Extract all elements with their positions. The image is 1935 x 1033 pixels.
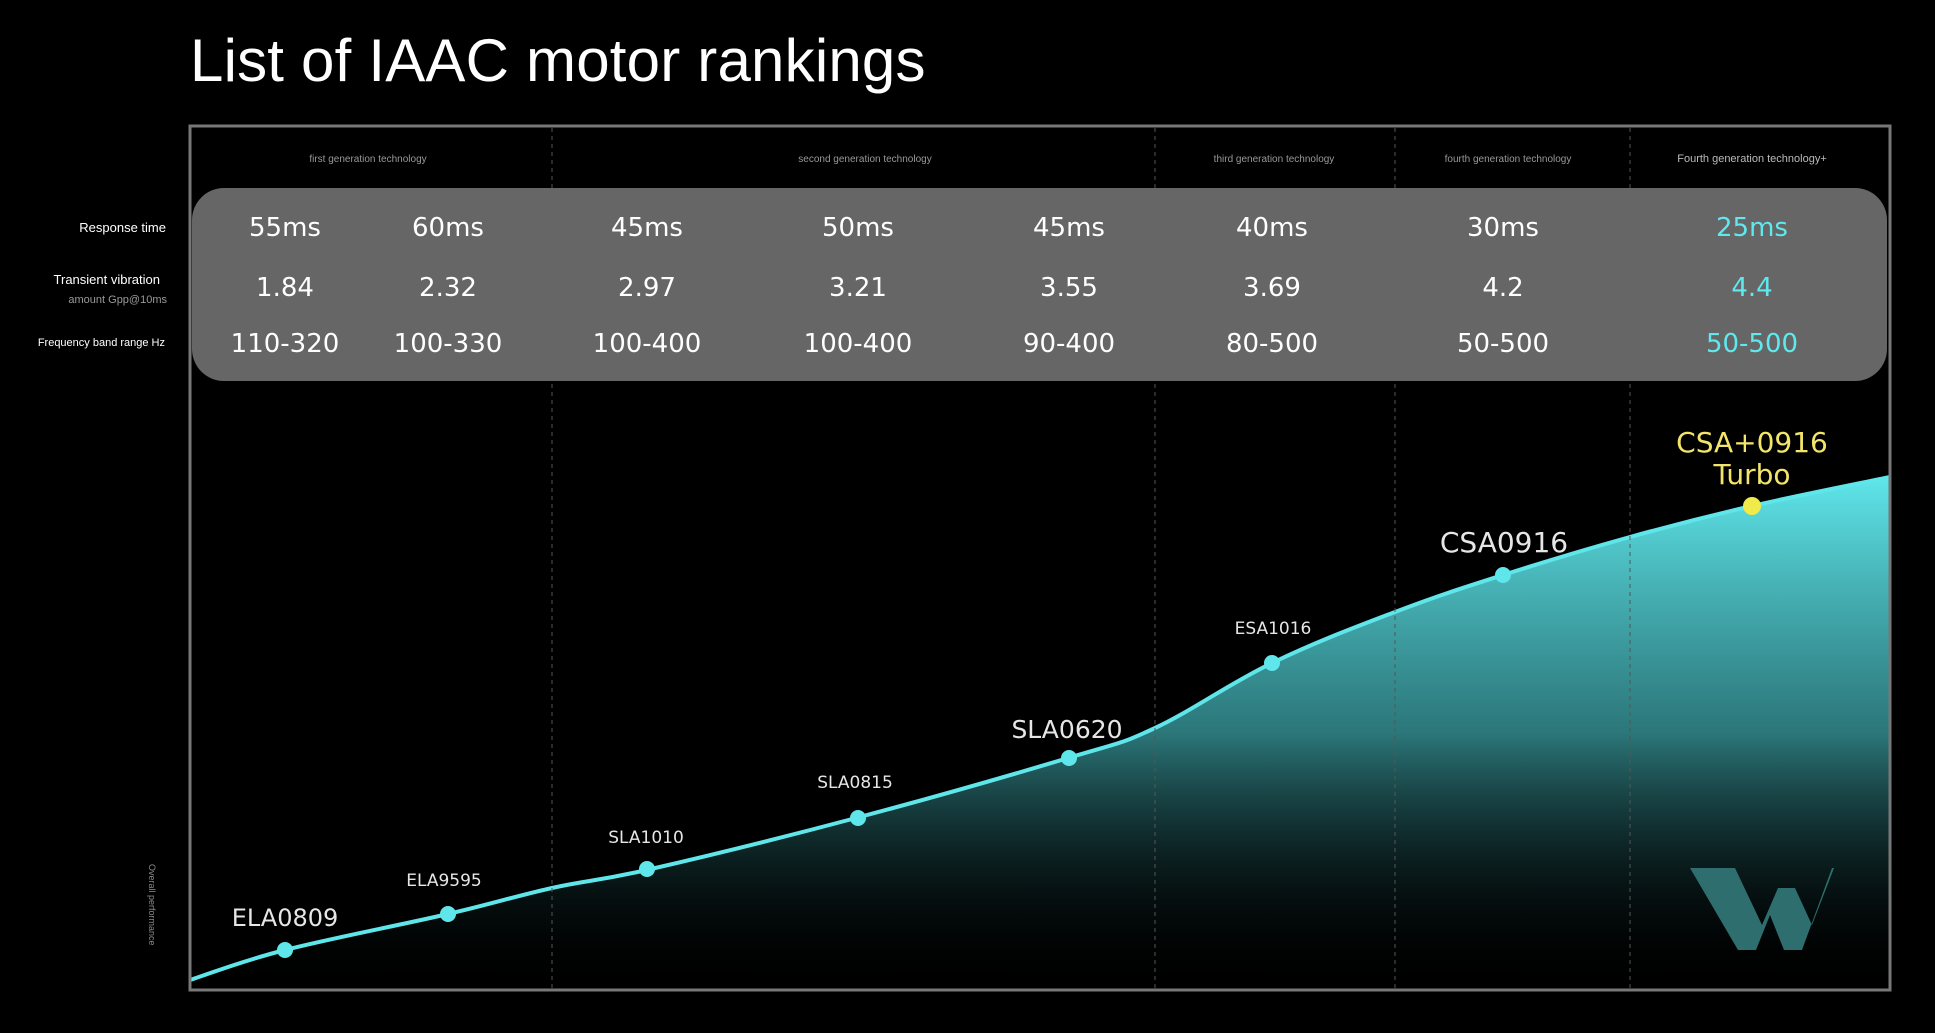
point-csa0916 xyxy=(1495,567,1511,583)
point-label-sla0815: SLA0815 xyxy=(817,773,893,793)
point-label-ela0809: ELA0809 xyxy=(232,904,339,932)
cell-frequency-band-esa1016: 80-500 xyxy=(1226,329,1318,359)
cell-transient-vibration-sla1010: 2.97 xyxy=(618,273,676,303)
page-title: List of IAAC motor rankings xyxy=(190,27,926,94)
cell-frequency-band-ela9595: 100-330 xyxy=(394,329,503,359)
cell-response-time-sla0620: 45ms xyxy=(1033,213,1105,243)
w-logo-icon xyxy=(1690,868,1834,950)
row-label-transient-vibration-sub: amount Gpp@10ms xyxy=(68,294,167,306)
point-label-csa0916: CSA0916 xyxy=(1440,526,1568,559)
point-label-ela9595: ELA9595 xyxy=(406,871,482,891)
cell-transient-vibration-sla0620: 3.55 xyxy=(1040,273,1098,303)
cell-transient-vibration-csa0916: 4.2 xyxy=(1482,273,1523,303)
cell-frequency-band-sla0815: 100-400 xyxy=(804,329,913,359)
cell-frequency-band-ela0809: 110-320 xyxy=(231,329,340,359)
row-label-transient-vibration: Transient vibration xyxy=(53,272,160,287)
cell-response-time-sla1010: 45ms xyxy=(611,213,683,243)
cell-response-time-sla0815: 50ms xyxy=(822,213,894,243)
performance-area xyxy=(190,477,1890,990)
w-logo-shape xyxy=(1690,868,1834,950)
performance-curve xyxy=(190,475,1890,982)
generation-label-2: second generation technology xyxy=(798,154,931,165)
point-label-csa-0916-turbo: CSA+0916 Turbo xyxy=(1676,426,1828,491)
row-label-frequency-band: Frequency band range Hz xyxy=(37,337,165,349)
cell-transient-vibration-ela0809: 1.84 xyxy=(256,273,314,303)
point-sla0620 xyxy=(1061,750,1077,766)
row-label-response-time: Response time xyxy=(79,220,166,235)
cell-response-time-csa0916: 30ms xyxy=(1467,213,1539,243)
cell-response-time-esa1016: 40ms xyxy=(1236,213,1308,243)
point-sla0815 xyxy=(850,810,866,826)
point-label-esa1016: ESA1016 xyxy=(1235,619,1312,639)
point-csa-0916-turbo xyxy=(1743,497,1761,515)
point-ela9595 xyxy=(440,906,456,922)
cell-response-time-ela9595: 60ms xyxy=(412,213,484,243)
generation-label-4: fourth generation technology xyxy=(1445,154,1572,165)
cell-frequency-band-csa0916: 50-500 xyxy=(1457,329,1549,359)
cell-response-time-csa-0916-turbo: 25ms xyxy=(1716,213,1788,243)
chart-frame xyxy=(188,124,1892,992)
point-label-sla0620: SLA0620 xyxy=(1011,715,1122,744)
cell-transient-vibration-csa-0916-turbo: 4.4 xyxy=(1731,273,1772,303)
point-esa1016 xyxy=(1264,655,1280,671)
cell-frequency-band-sla0620: 90-400 xyxy=(1023,329,1115,359)
cell-transient-vibration-sla0815: 3.21 xyxy=(829,273,887,303)
generation-label-3: third generation technology xyxy=(1214,154,1335,165)
cell-frequency-band-sla1010: 100-400 xyxy=(593,329,702,359)
cell-frequency-band-csa-0916-turbo: 50-500 xyxy=(1706,329,1798,359)
point-ela0809 xyxy=(277,942,293,958)
point-label-sla1010: SLA1010 xyxy=(608,828,684,848)
cell-response-time-ela0809: 55ms xyxy=(249,213,321,243)
generation-label-1: first generation technology xyxy=(309,154,426,165)
generation-label-5: Fourth generation technology+ xyxy=(1677,153,1827,165)
table-background xyxy=(192,188,1887,381)
point-sla1010 xyxy=(639,861,655,877)
cell-transient-vibration-esa1016: 3.69 xyxy=(1243,273,1301,303)
cell-transient-vibration-ela9595: 2.32 xyxy=(419,273,477,303)
